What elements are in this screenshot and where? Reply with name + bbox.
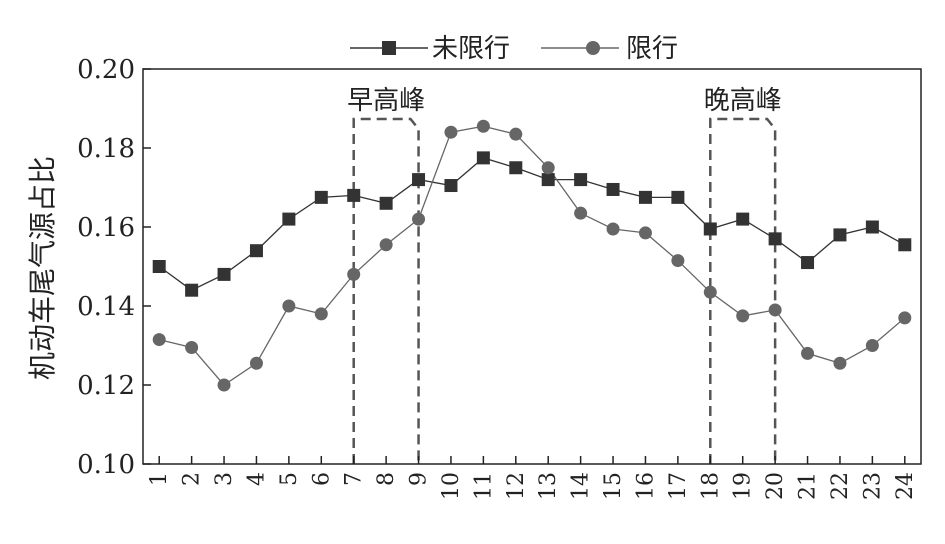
x-tick-label: 7: [342, 472, 367, 486]
data-point-series-2: [476, 119, 490, 133]
y-tick-label: 0.14: [77, 292, 135, 322]
data-point-series-1: [476, 151, 490, 165]
data-point-series-2: [541, 161, 555, 175]
data-point-series-1: [801, 256, 815, 270]
data-point-series-2: [152, 333, 166, 347]
data-point-series-1: [898, 238, 912, 252]
data-point-series-2: [574, 206, 588, 220]
data-point-series-2: [703, 285, 717, 299]
x-tick-label: 4: [244, 472, 269, 486]
data-point-series-2: [412, 212, 426, 226]
x-tick-label: 10: [439, 472, 464, 500]
data-point-series-2: [444, 125, 458, 139]
annotation-label: 早高峰: [347, 86, 425, 116]
data-point-series-1: [249, 244, 263, 258]
x-tick-label: 24: [893, 472, 918, 500]
data-point-series-1: [444, 179, 458, 193]
data-point-series-1: [833, 228, 847, 242]
data-point-series-1: [152, 260, 166, 273]
x-tick-label: 1: [147, 472, 172, 486]
data-point-series-1: [314, 190, 328, 204]
y-ticks: 0.10 0.12 0.14 0.16 0.18 0.20: [77, 55, 151, 480]
annotations: 早高峰 晚高峰: [347, 86, 782, 464]
data-point-series-1: [638, 190, 652, 204]
x-tick-label: 19: [731, 472, 756, 500]
series-line-2: [159, 125, 906, 386]
data-point-series-2: [509, 127, 523, 141]
data-point-series-1: [379, 196, 393, 210]
annotation-label: 晚高峰: [704, 86, 782, 116]
data-point-series-1: [347, 188, 361, 202]
x-tick-label: 22: [828, 472, 853, 500]
data-point-series-1: [412, 173, 426, 187]
legend-label-series-2: 限行: [626, 34, 678, 64]
data-point-series-2: [833, 356, 847, 370]
legend-marker-series-1: [382, 41, 396, 55]
x-tick-label: 14: [569, 472, 594, 500]
data-point-series-1: [185, 283, 199, 297]
data-point-series-1: [671, 190, 685, 204]
data-point-series-1: [541, 173, 555, 187]
x-tick-label: 5: [277, 472, 302, 486]
legend-label-series-1: 未限行: [432, 34, 510, 64]
x-tick-label: 9: [407, 472, 432, 486]
data-point-series-1: [736, 212, 750, 226]
data-point-series-1: [703, 222, 717, 236]
data-point-series-2: [249, 356, 263, 370]
x-ticks: 1 2 3 4 5 6 7 8 9 10 11 12 13 14 15 16 17 18 19 20 21 22 23 24: [147, 456, 918, 500]
data-point-series-2: [379, 238, 393, 252]
data-point-series-2: [185, 340, 199, 354]
x-tick-label: 21: [796, 472, 821, 500]
data-point-series-2: [217, 378, 231, 392]
data-point-series-2: [768, 303, 782, 317]
data-point-series-2: [606, 222, 620, 236]
y-tick-label: 0.12: [77, 371, 135, 401]
data-point-series-2: [638, 226, 652, 240]
legend-marker-series-2: [586, 41, 600, 55]
data-point-series-1: [606, 182, 620, 196]
data-point-series-1: [768, 232, 782, 246]
x-tick-label: 18: [698, 472, 723, 500]
x-tick-label: 15: [601, 472, 626, 500]
data-point-series-2: [282, 299, 296, 313]
data-point-series-1: [574, 173, 588, 187]
series-lines: [158, 125, 906, 386]
annotation-box: [352, 117, 420, 464]
x-tick-label: 3: [212, 472, 237, 486]
data-point-series-2: [865, 339, 879, 352]
x-tick-label: 12: [504, 472, 529, 500]
x-tick-label: 2: [180, 472, 205, 486]
y-tick-label: 0.18: [77, 134, 135, 164]
data-point-series-1: [217, 267, 231, 281]
y-tick-label: 0.20: [77, 55, 135, 85]
x-tick-label: 16: [633, 472, 658, 500]
series-line-1: [158, 157, 906, 291]
legend: 未限行 限行: [350, 34, 678, 64]
y-axis-label: 机动车尾气源占比: [26, 156, 59, 380]
data-point-series-1: [282, 212, 296, 226]
y-tick-label: 0.16: [77, 213, 135, 243]
data-point-series-2: [347, 267, 361, 281]
x-tick-label: 13: [536, 472, 561, 500]
x-tick-label: 6: [309, 472, 334, 486]
x-tick-label: 11: [471, 472, 496, 500]
data-point-series-1: [865, 220, 879, 234]
x-tick-label: 17: [666, 472, 691, 500]
markers: [152, 119, 912, 392]
x-tick-label: 23: [860, 472, 885, 500]
data-point-series-2: [736, 309, 750, 323]
x-tick-label: 20: [763, 472, 788, 500]
y-tick-label: 0.10: [77, 450, 135, 480]
data-point-series-2: [314, 307, 328, 321]
data-point-series-1: [509, 161, 523, 175]
annotation-box: [709, 117, 777, 464]
data-point-series-2: [801, 346, 815, 360]
data-point-series-2: [898, 311, 912, 325]
x-tick-label: 8: [374, 472, 399, 486]
plot-frame: [142, 68, 922, 465]
data-point-series-2: [671, 254, 685, 268]
